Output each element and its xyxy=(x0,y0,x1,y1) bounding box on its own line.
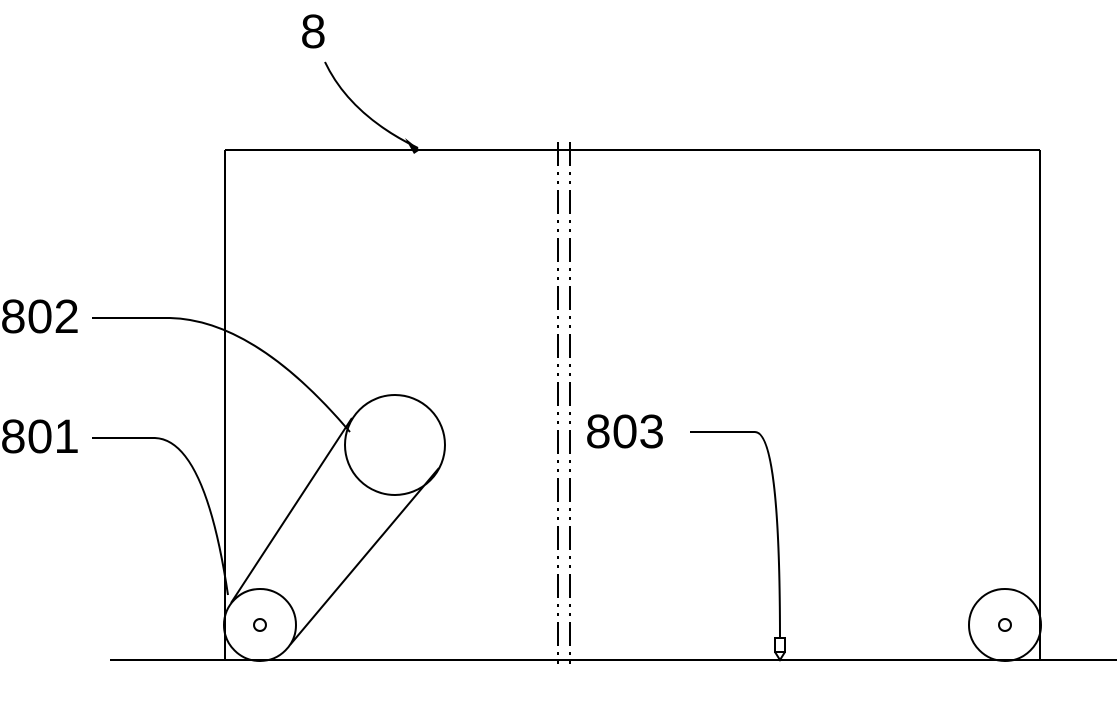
leader-803 xyxy=(690,432,785,660)
center-break-line xyxy=(558,142,570,668)
leader-801 xyxy=(92,438,228,595)
label-802: 802 xyxy=(0,290,80,345)
label-803: 803 xyxy=(585,405,665,460)
leader-802 xyxy=(92,318,350,432)
leader-8 xyxy=(325,62,420,154)
technical-diagram xyxy=(0,0,1117,707)
belt xyxy=(231,418,439,645)
label-8: 8 xyxy=(300,5,327,60)
left-wheel xyxy=(224,589,296,661)
label-801: 801 xyxy=(0,410,80,465)
right-wheel xyxy=(969,589,1041,661)
